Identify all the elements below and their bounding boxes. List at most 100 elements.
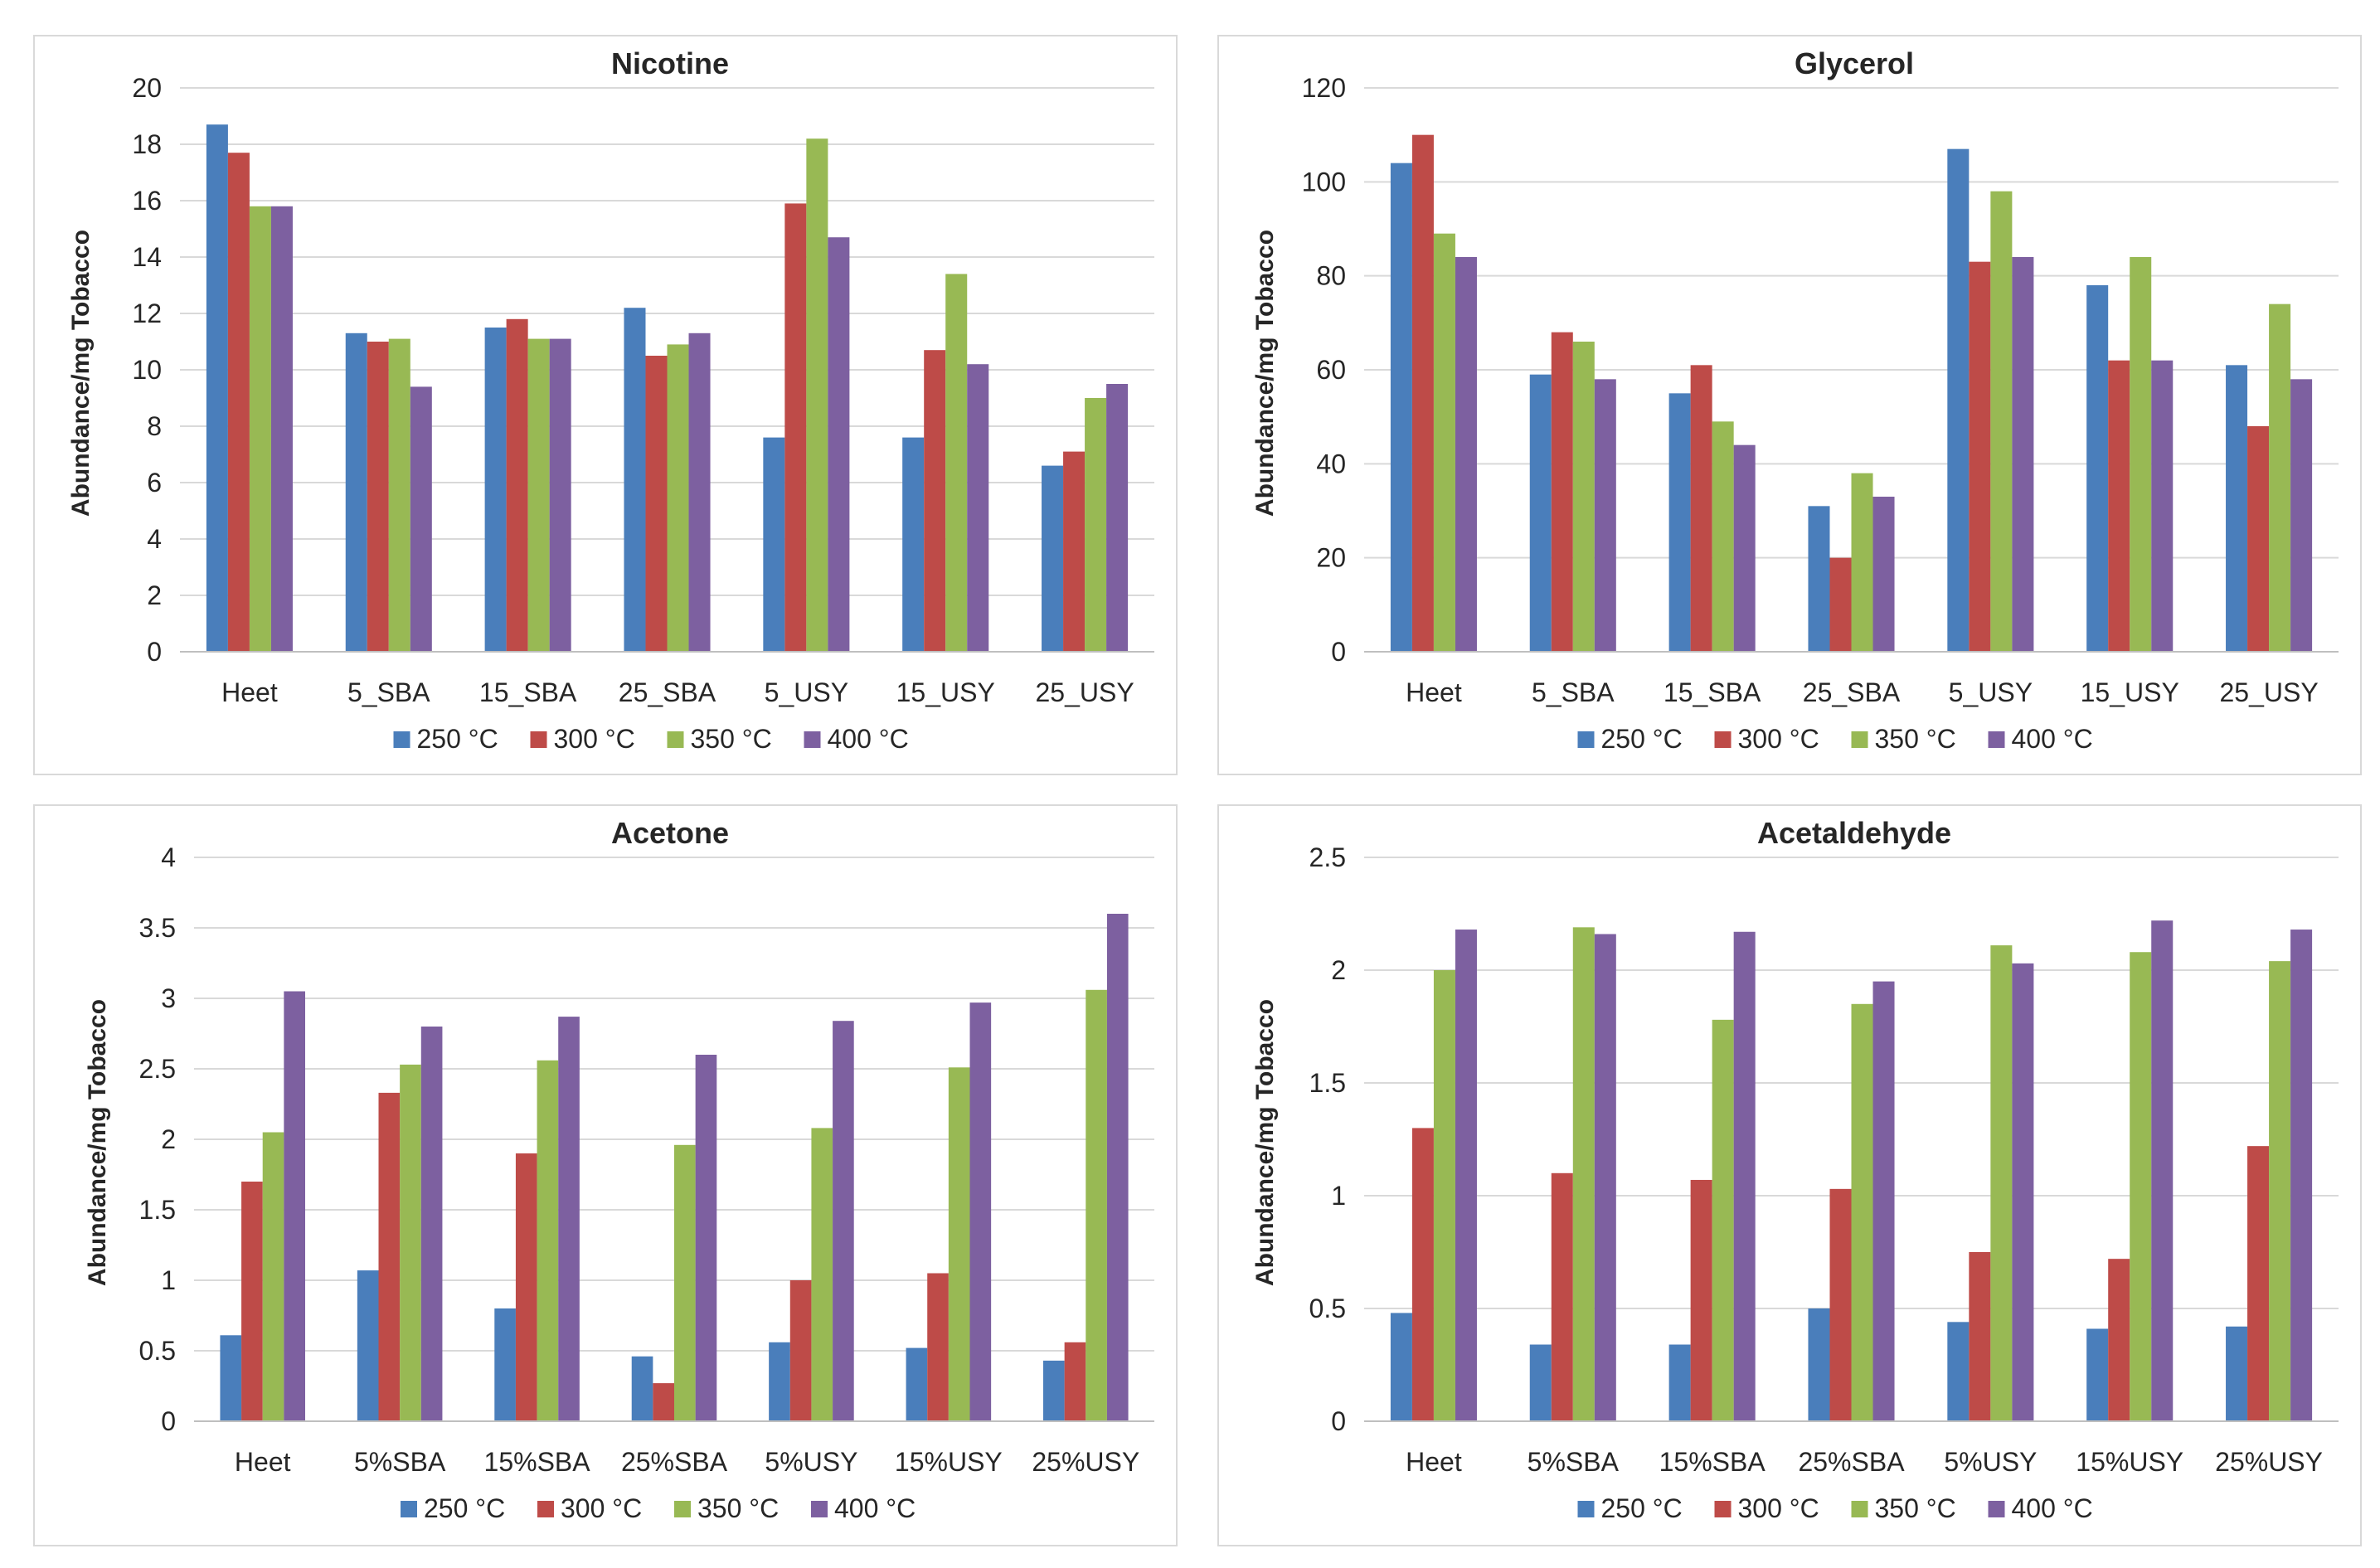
- bars: [220, 914, 1129, 1421]
- bar: [1043, 1360, 1065, 1421]
- legend-label: 400 °C: [834, 1493, 916, 1523]
- x-tick-label: 25_SBA: [619, 677, 716, 707]
- bar: [1872, 981, 1895, 1421]
- y-axis-ticks: 0 20 40 60 80 100 120: [1302, 73, 1346, 667]
- bar: [1969, 1252, 1991, 1421]
- legend-swatch: [393, 731, 410, 748]
- bar: [1594, 934, 1616, 1421]
- bar: [537, 1060, 559, 1421]
- y-tick-label: 12: [132, 299, 162, 328]
- bar: [527, 338, 550, 652]
- bars: [1390, 920, 2313, 1421]
- bar: [1808, 506, 1830, 652]
- x-axis-ticks: Heet 5%SBA 15%SBA 25%SBA 5%USY 15%USY 25%USY: [1406, 1447, 2323, 1477]
- bar: [1551, 332, 1573, 652]
- y-tick-label: 3: [161, 983, 176, 1013]
- legend-label: 250 °C: [1601, 1493, 1683, 1523]
- y-tick-label: 0: [1331, 637, 1346, 667]
- y-tick-label: 1: [161, 1265, 176, 1295]
- legend-swatch: [1988, 731, 2005, 748]
- bar: [506, 318, 528, 652]
- bar: [1851, 473, 1873, 652]
- bar: [1085, 398, 1107, 652]
- x-tick-label: Heet: [221, 677, 278, 707]
- bar: [410, 386, 432, 652]
- legend-swatch: [537, 1501, 554, 1517]
- bar: [206, 124, 228, 652]
- y-tick-label: 1.5: [1309, 1068, 1346, 1098]
- bar: [631, 1356, 653, 1421]
- legend-swatch: [674, 1501, 691, 1517]
- y-tick-label: 120: [1302, 73, 1346, 103]
- bar: [902, 437, 925, 652]
- legend-swatch: [1851, 731, 1868, 748]
- bar: [924, 350, 946, 652]
- x-tick-label: 5_SBA: [1532, 677, 1615, 707]
- legend-label: 250 °C: [417, 724, 498, 754]
- bar: [806, 138, 828, 652]
- bar: [1594, 379, 1616, 652]
- legend-swatch: [804, 731, 821, 748]
- y-tick-label: 2: [1331, 955, 1346, 985]
- bar: [1086, 989, 1107, 1421]
- bar: [494, 1308, 516, 1421]
- bar: [1106, 914, 1129, 1421]
- x-tick-label: Heet: [1406, 1447, 1462, 1477]
- bar: [1733, 931, 1756, 1421]
- y-tick-label: 0: [161, 1406, 176, 1436]
- bar: [262, 1132, 284, 1421]
- y-axis-label: Abundance/mg Tobacco: [84, 999, 111, 1286]
- bar: [1947, 148, 1970, 652]
- legend-label: 300 °C: [561, 1493, 642, 1523]
- legend-label: 300 °C: [554, 724, 635, 754]
- bar: [906, 1347, 928, 1421]
- bars: [1390, 134, 2313, 653]
- bar: [549, 338, 571, 652]
- legend-label: 350 °C: [1875, 1493, 1956, 1523]
- legend-label: 350 °C: [697, 1493, 779, 1523]
- x-tick-label: 15%SBA: [484, 1447, 591, 1477]
- bar: [1829, 557, 1852, 652]
- bar: [969, 1002, 992, 1421]
- y-tick-label: 10: [132, 355, 162, 385]
- bar: [2290, 379, 2313, 652]
- nicotine-chart: Nicotine Abundance/mg Tobacco 0 2 4 6 8 10 12 1…: [67, 46, 1154, 754]
- legend-label: 400 °C: [828, 724, 909, 754]
- bar: [695, 1055, 717, 1421]
- acetaldehyde-chart: Acetaldehyde Abundance/mg Tobacco 0 0.5 1 1…: [1251, 816, 2339, 1523]
- legend-swatch: [1714, 1501, 1732, 1517]
- bar: [2151, 920, 2174, 1421]
- chart-title: Glycerol: [1795, 46, 1914, 80]
- bar: [1990, 191, 2013, 652]
- bar: [2130, 952, 2152, 1421]
- bar: [967, 364, 989, 652]
- x-tick-label: 5_USY: [765, 677, 848, 707]
- bar: [833, 1021, 854, 1421]
- bar: [2269, 303, 2291, 652]
- legend-label: 350 °C: [691, 724, 772, 754]
- legend-swatch: [667, 731, 684, 748]
- bar: [1411, 134, 1434, 653]
- y-tick-label: 0.5: [1309, 1294, 1346, 1323]
- y-tick-label: 8: [147, 411, 162, 441]
- bar: [1872, 497, 1895, 652]
- x-tick-label: 15_SBA: [1664, 677, 1761, 707]
- legend-label: 250 °C: [1601, 724, 1683, 754]
- bar: [769, 1342, 790, 1421]
- y-axis-ticks: 0 0.5 1 1.5 2 2.5 3 3.5 4: [139, 842, 176, 1436]
- x-tick-label: 5%SBA: [354, 1447, 446, 1477]
- bar: [270, 206, 293, 653]
- bar: [688, 333, 711, 652]
- gridlines: [1364, 87, 2339, 559]
- bar: [357, 1270, 379, 1421]
- bar: [227, 153, 250, 652]
- bar: [2247, 1146, 2270, 1421]
- bar: [1668, 1344, 1691, 1421]
- legend-swatch: [1714, 731, 1732, 748]
- y-tick-label: 1: [1331, 1181, 1346, 1211]
- x-tick-label: 15_USY: [896, 677, 995, 707]
- x-tick-label: Heet: [1406, 677, 1462, 707]
- bar: [1851, 1003, 1873, 1421]
- bar: [1947, 1322, 1970, 1421]
- legend-label: 250 °C: [424, 1493, 505, 1523]
